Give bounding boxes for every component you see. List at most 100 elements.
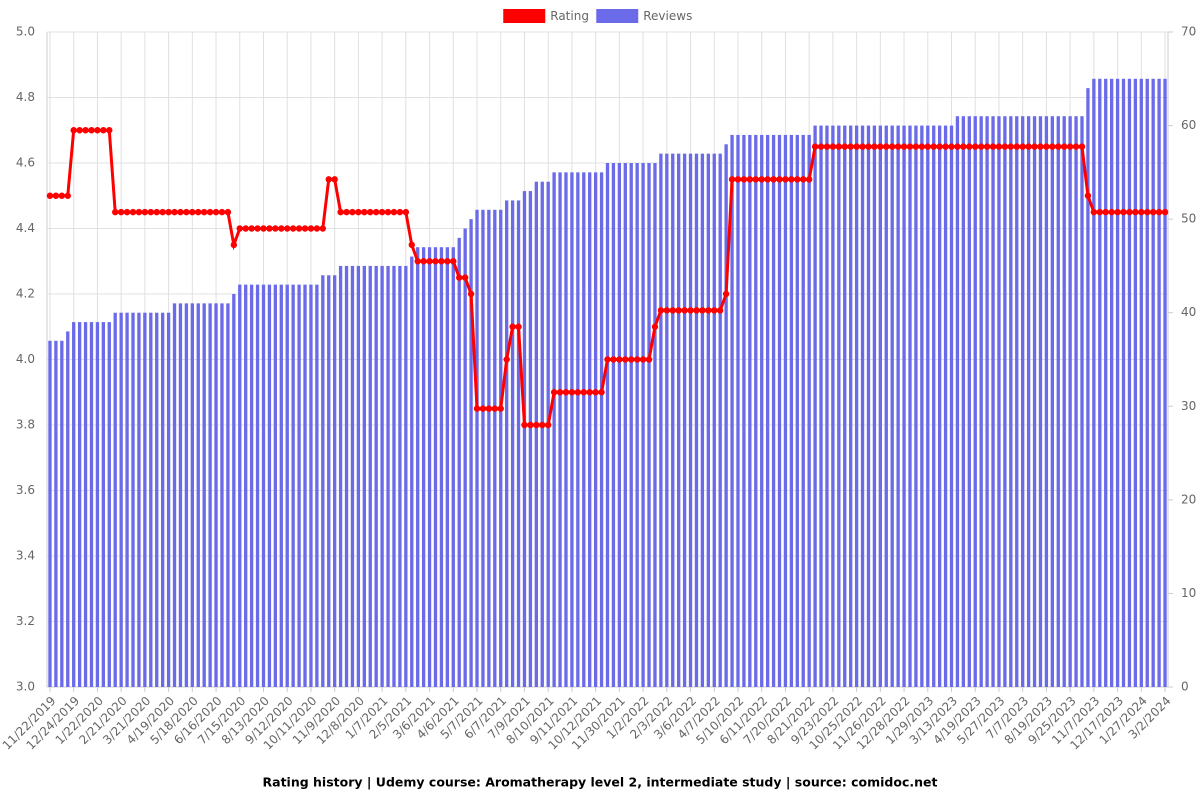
bar (196, 303, 200, 687)
rating-point (165, 208, 172, 216)
y-tick-label: 4.8 (16, 90, 35, 104)
rating-point (550, 389, 558, 396)
rating-point (883, 143, 890, 150)
rating-point (1007, 143, 1015, 150)
rating-point (752, 176, 759, 183)
rating-point (426, 258, 433, 265)
rating-point (1078, 143, 1086, 150)
y-tick-label: 4.6 (16, 156, 35, 170)
bar (463, 228, 467, 687)
bar (902, 125, 906, 688)
rating-point (212, 208, 220, 216)
bar (908, 125, 912, 688)
rating-point (823, 143, 831, 150)
rating-point (301, 225, 309, 232)
rating-point (1031, 143, 1038, 150)
bar (214, 303, 218, 687)
bar (89, 322, 94, 687)
rating-point (367, 208, 374, 216)
bar (131, 312, 135, 687)
bar (475, 209, 479, 688)
bar (516, 200, 521, 687)
rating-point (562, 389, 570, 396)
rating-point (224, 208, 232, 216)
rating-point (1144, 208, 1151, 216)
rating-point (473, 405, 481, 412)
rating-point (847, 143, 854, 150)
bar (1163, 78, 1167, 688)
rating-point (100, 127, 107, 134)
rating-point (705, 307, 712, 314)
bar (617, 163, 622, 687)
rating-point (343, 208, 350, 216)
rating-point (805, 176, 813, 183)
y-tick-label: 3.2 (16, 614, 35, 628)
bar (754, 134, 758, 687)
rating-point (1049, 143, 1056, 150)
bar (807, 134, 811, 687)
rating-point (272, 225, 279, 232)
y2-tick-label: 10 (1181, 586, 1196, 600)
legend-swatch (596, 9, 639, 23)
bar (599, 172, 604, 687)
rating-point (722, 290, 730, 298)
rating-point (918, 143, 926, 150)
bar (356, 265, 361, 687)
rating-point (628, 356, 635, 363)
rating-point (384, 208, 392, 216)
bar (552, 172, 556, 687)
bar (943, 125, 948, 688)
rating-point (64, 192, 71, 199)
bar (321, 275, 325, 687)
rating-point (195, 208, 202, 216)
bar (451, 247, 455, 687)
bar (1121, 78, 1126, 688)
bar (1157, 78, 1161, 688)
bar (718, 153, 722, 688)
bar (392, 265, 396, 687)
legend-swatch (503, 9, 546, 23)
rating-point (135, 208, 143, 216)
bar (1086, 88, 1090, 687)
rating-point (485, 405, 493, 412)
y2-tick-label: 20 (1181, 492, 1196, 506)
bar (860, 125, 865, 688)
rating-point (159, 208, 166, 216)
rating-point (539, 421, 546, 429)
rating-point (521, 421, 528, 429)
bar (1127, 78, 1132, 688)
rating-point (349, 208, 356, 216)
rating-point (544, 421, 552, 429)
rating-point (746, 176, 754, 183)
rating-point (817, 143, 825, 150)
rating-point (479, 405, 487, 412)
rating-point (693, 307, 700, 314)
rating-point (1120, 208, 1127, 216)
rating-point (960, 143, 967, 150)
rating-point (1090, 208, 1098, 216)
rating-point (835, 143, 843, 150)
rating-point (337, 208, 344, 216)
bar (344, 265, 349, 687)
bar (949, 125, 954, 688)
rating-point (533, 421, 540, 429)
y2-tick-label: 70 (1181, 25, 1196, 39)
bar (920, 125, 924, 688)
bar (1133, 78, 1138, 688)
bar (665, 153, 669, 688)
rating-point (758, 176, 765, 183)
rating-point (414, 258, 421, 265)
rating-point (438, 258, 445, 265)
rating-point (432, 258, 439, 265)
bar (866, 125, 871, 688)
bar (101, 322, 106, 687)
rating-point (1013, 143, 1020, 150)
rating-point (123, 208, 131, 216)
bar (232, 294, 236, 687)
rating-point (313, 225, 321, 232)
bar (374, 265, 378, 687)
rating-point (444, 258, 451, 265)
rating-point (183, 208, 190, 216)
rating-point (319, 225, 327, 232)
bar (119, 312, 123, 687)
